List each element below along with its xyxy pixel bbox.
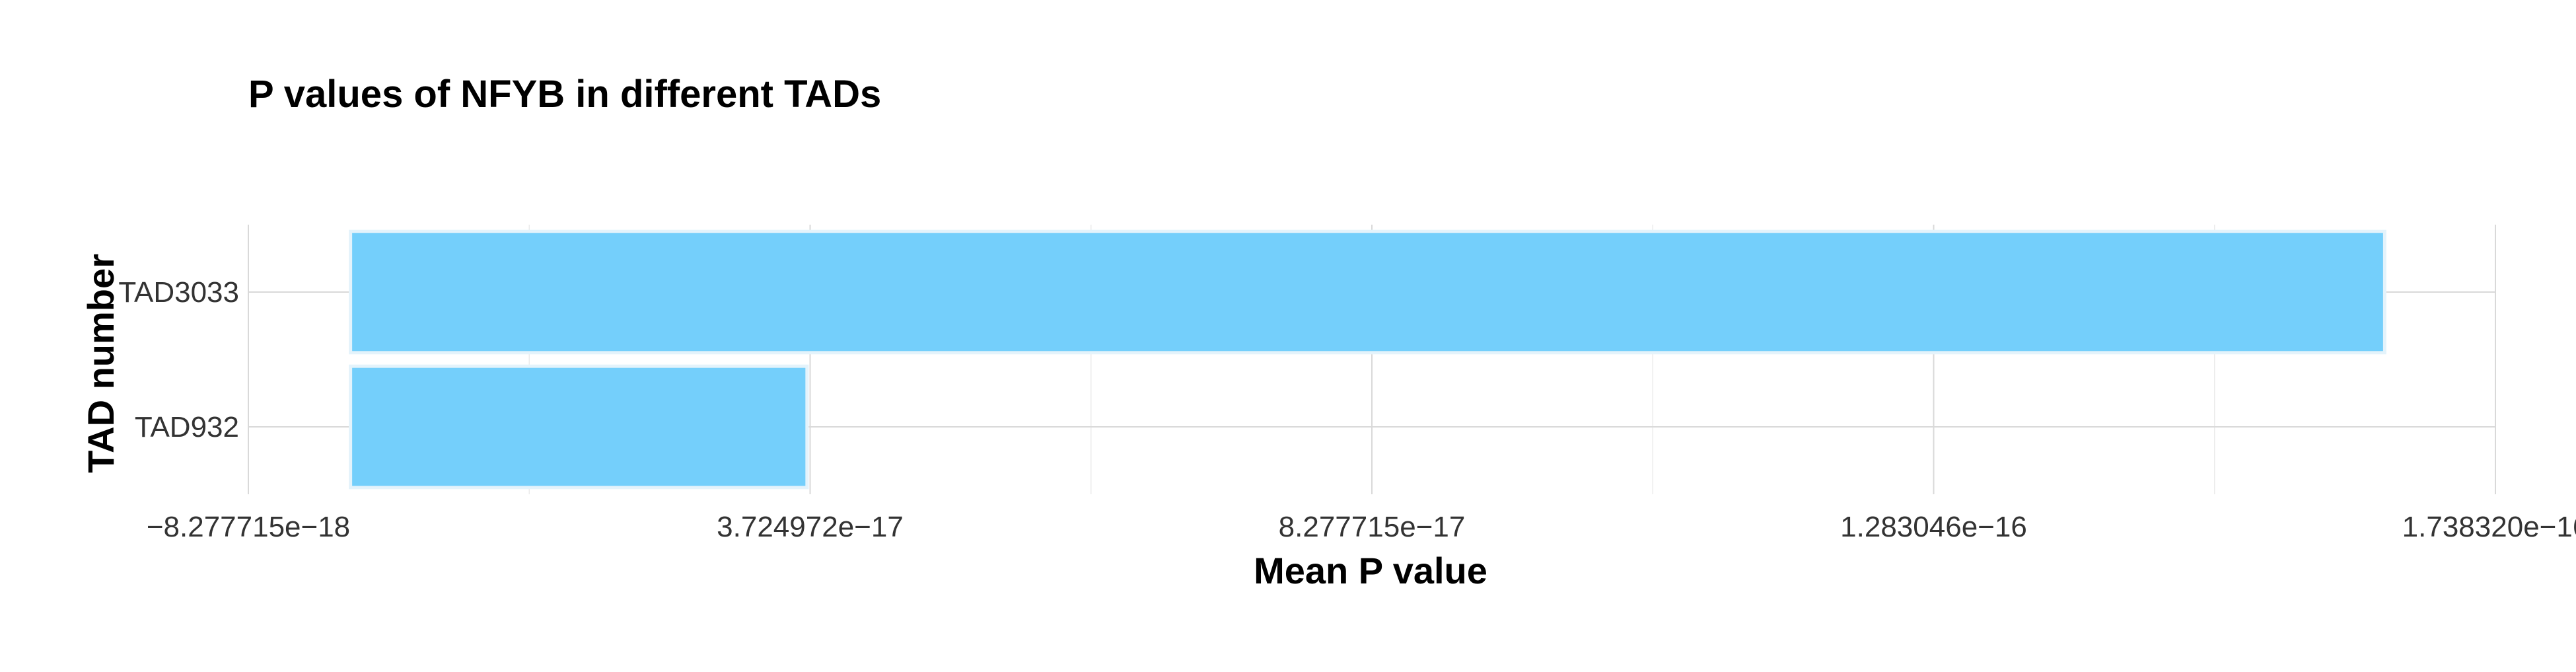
x-axis-title: Mean P value bbox=[1254, 550, 1487, 591]
chart-title: P values of NFYB in different TADs bbox=[248, 73, 881, 116]
y-tick-label: TAD3033 bbox=[118, 276, 239, 309]
bar-tad3033 bbox=[349, 229, 2386, 355]
x-tick-label: 1.283046e−16 bbox=[1840, 511, 2027, 543]
y-tick-label: TAD932 bbox=[135, 411, 239, 443]
x-tick-label: 1.738320e−16 bbox=[2402, 511, 2576, 543]
y-axis-title: TAD number bbox=[80, 254, 122, 473]
bars bbox=[349, 229, 2386, 490]
bar-tad932 bbox=[349, 364, 809, 490]
x-tick-label: 3.724972e−17 bbox=[717, 511, 904, 543]
x-axis: −8.277715e−18 3.724972e−17 8.277715e−17 1.2… bbox=[147, 511, 2576, 543]
y-axis: TAD3033 TAD932 bbox=[118, 276, 239, 443]
x-tick-label: 8.277715e−17 bbox=[1279, 511, 1466, 543]
x-tick-label: −8.277715e−18 bbox=[147, 511, 350, 543]
